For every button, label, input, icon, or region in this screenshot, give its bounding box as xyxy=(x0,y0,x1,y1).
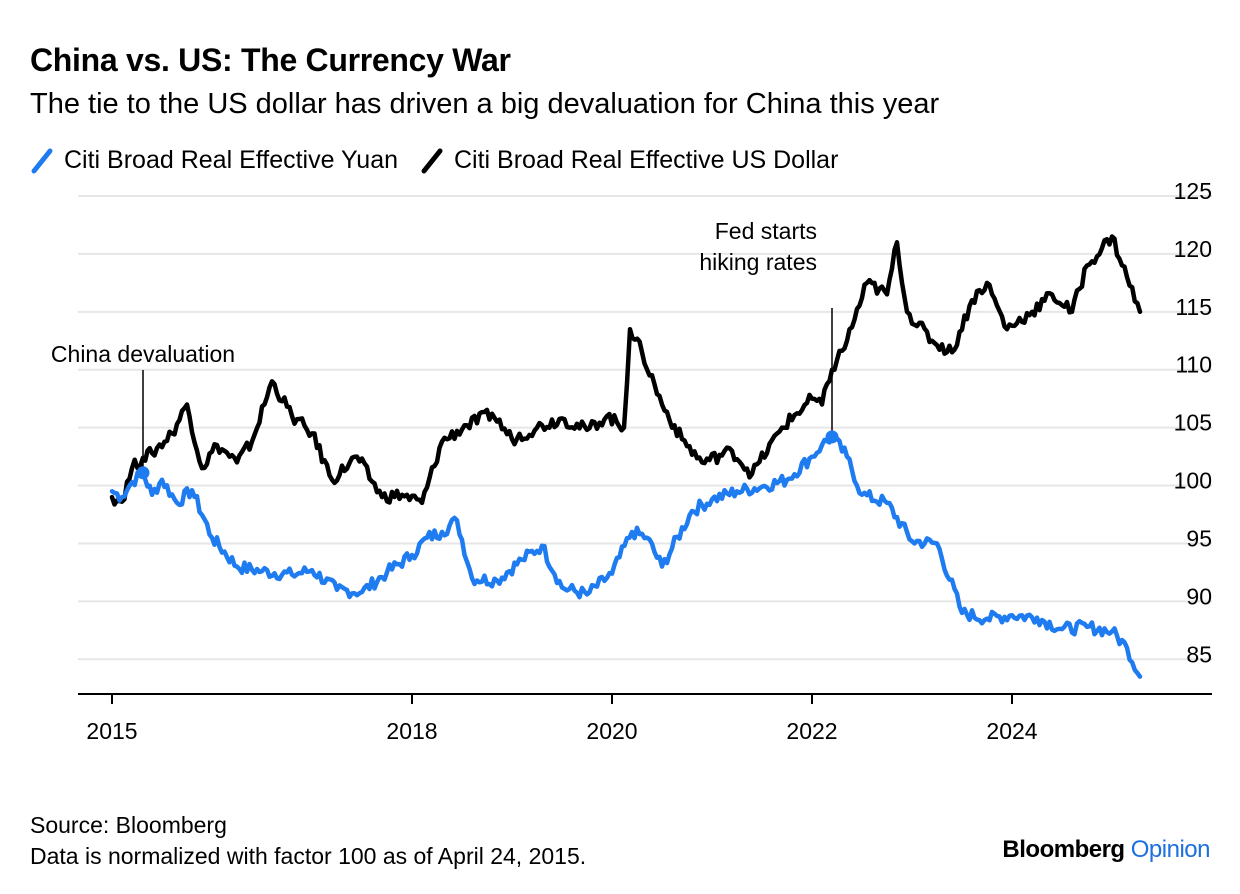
legend-label-yuan: Citi Broad Real Effective Yuan xyxy=(64,146,398,174)
y-tick-label: 95 xyxy=(1186,525,1212,551)
chart-subtitle: The tie to the US dollar has driven a bi… xyxy=(30,88,940,120)
legend-item-yuan: Citi Broad Real Effective Yuan xyxy=(30,146,398,175)
annotation-marker xyxy=(825,430,839,444)
y-tick-label: 105 xyxy=(1174,410,1212,436)
legend-label-usd: Citi Broad Real Effective US Dollar xyxy=(454,146,839,174)
y-tick-label: 100 xyxy=(1174,468,1212,494)
source-note: Source: Bloomberg xyxy=(30,812,227,838)
brand-name: Bloomberg xyxy=(1002,836,1125,863)
x-tick-label: 2020 xyxy=(586,718,637,744)
annotation-label: hiking rates xyxy=(699,249,817,275)
brand-logo: Bloomberg Opinion xyxy=(1002,836,1210,864)
series-line-usd xyxy=(109,234,1143,507)
annotation-label: Fed starts xyxy=(715,218,817,244)
data-note: Data is normalized with factor 100 as of… xyxy=(30,843,587,869)
y-tick-label: 110 xyxy=(1175,352,1212,378)
annotation-label: China devaluation xyxy=(51,341,235,367)
annotation-marker xyxy=(136,466,150,480)
x-tick-label: 2024 xyxy=(986,718,1037,744)
chart-legend: Citi Broad Real Effective Yuan Citi Broa… xyxy=(30,146,860,175)
series-line-yuan xyxy=(109,434,1143,679)
y-tick-label: 115 xyxy=(1175,294,1212,320)
y-tick-label: 120 xyxy=(1174,236,1212,262)
legend-swatch-usd xyxy=(421,148,443,173)
x-tick-label: 2022 xyxy=(786,718,837,744)
y-tick-label: 85 xyxy=(1186,641,1212,667)
x-tick-label: 2015 xyxy=(86,718,137,744)
y-tick-label: 90 xyxy=(1186,583,1212,609)
chart-title: China vs. US: The Currency War xyxy=(30,42,511,78)
brand-opinion: Opinion xyxy=(1130,836,1211,863)
y-tick-label: 125 xyxy=(1174,178,1212,204)
x-tick-label: 2018 xyxy=(386,718,437,744)
legend-swatch-yuan xyxy=(31,148,53,173)
legend-item-usd: Citi Broad Real Effective US Dollar xyxy=(420,146,838,175)
